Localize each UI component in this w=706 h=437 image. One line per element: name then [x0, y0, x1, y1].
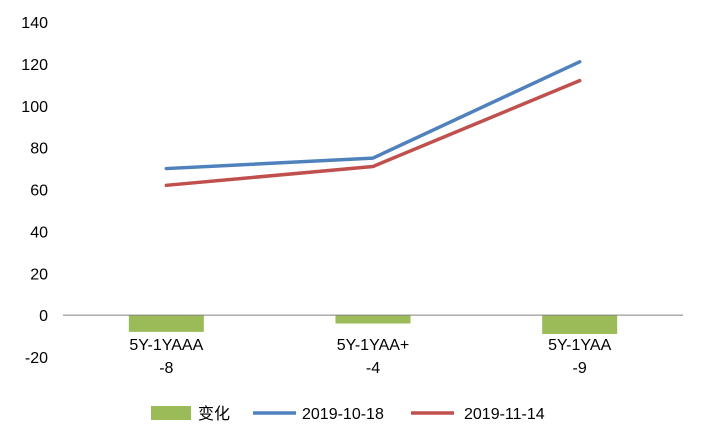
category-labels: 5Y-1YAAA -8 5Y-1YAA+ -4 5Y-1YAA -9	[129, 337, 611, 377]
y-tick-label: 60	[30, 183, 48, 200]
bar	[542, 315, 618, 334]
category-label: 5Y-1YAA	[548, 337, 611, 354]
bar-data-label: -8	[159, 360, 173, 377]
y-tick-label: 80	[30, 141, 48, 158]
y-tick-label: 0	[39, 308, 48, 325]
y-tick-label: 40	[30, 224, 48, 241]
category-label: 5Y-1YAA+	[337, 337, 410, 354]
bar-series	[128, 315, 618, 334]
legend-label: 2019-10-18	[302, 406, 384, 423]
y-tick-label: 20	[30, 266, 48, 283]
y-tick-label: 140	[21, 15, 48, 32]
bar	[128, 315, 204, 332]
y-tick-label: 100	[21, 99, 48, 116]
y-tick-label: -20	[25, 350, 48, 367]
legend-label: 2019-11-14	[464, 406, 545, 423]
bar-data-label: -4	[366, 360, 380, 377]
y-tick-label: 120	[21, 57, 48, 74]
legend-swatch	[151, 406, 191, 420]
legend-label: 变化	[198, 405, 230, 423]
bar	[335, 315, 411, 324]
line-series	[164, 60, 582, 188]
y-axis: 140 120 100 80 60 40 20 0 -20	[21, 15, 48, 367]
series-line	[164, 78, 582, 188]
series-line	[164, 60, 582, 171]
category-label: 5Y-1YAAA	[129, 337, 203, 354]
legend: 变化 2019-10-18 2019-11-14	[151, 405, 545, 423]
bar-data-label: -9	[573, 360, 587, 377]
